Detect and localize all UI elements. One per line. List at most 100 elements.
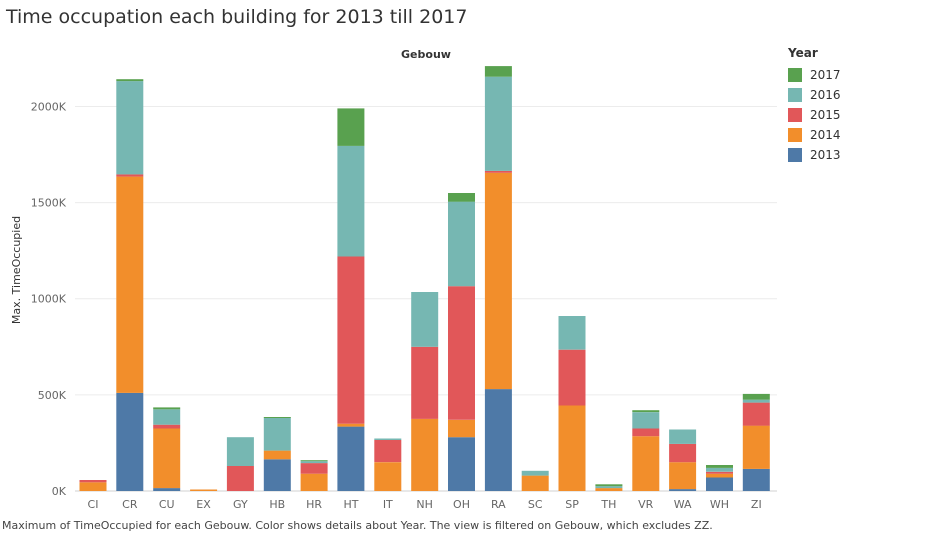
bar-ZI-2013[interactable]	[742, 468, 770, 491]
legend-item-2017[interactable]: 2017	[788, 65, 841, 85]
bar-HB-2013[interactable]	[263, 459, 291, 491]
bar-ZI-2016[interactable]	[742, 399, 770, 403]
bar-WA-2016[interactable]	[669, 429, 697, 444]
bar-HT-2017[interactable]	[337, 108, 365, 146]
x-axis-ticks: CI CR CU EX GY HB HR HT IT NH OH RA SC SP TH VR WA WH ZI	[88, 498, 762, 511]
bar-VR-2014[interactable]	[632, 436, 660, 491]
bar-RA-2016[interactable]	[484, 76, 512, 171]
bar-SC-2014[interactable]	[521, 475, 549, 491]
chart-caption: Maximum of TimeOccupied for each Gebouw.…	[2, 519, 713, 532]
bar-ZI-2014[interactable]	[742, 425, 770, 469]
legend-title: Year	[788, 46, 818, 60]
x-tick-label: IT	[383, 498, 393, 511]
legend-label: 2016	[810, 88, 841, 102]
bar-HT-2014[interactable]	[337, 423, 365, 427]
bar-VR-2016[interactable]	[632, 412, 660, 429]
x-tick-label: HR	[306, 498, 322, 511]
x-tick-label: CR	[122, 498, 138, 511]
bar-HB-2014[interactable]	[263, 450, 291, 460]
bar-HB-2017[interactable]	[263, 417, 291, 418]
x-tick-label: CU	[159, 498, 175, 511]
x-tick-label: ZI	[751, 498, 762, 511]
x-tick-label: VR	[638, 498, 654, 511]
bar-GY-2016[interactable]	[226, 437, 254, 466]
bar-IT-2015[interactable]	[374, 440, 402, 463]
bar-WH-2017[interactable]	[706, 465, 733, 468]
bar-CU-2016[interactable]	[153, 409, 181, 425]
bar-NH-2016[interactable]	[411, 292, 439, 347]
x-tick-label: WA	[674, 498, 692, 511]
bar-OH-2017[interactable]	[448, 193, 475, 202]
bar-OH-2014[interactable]	[448, 419, 475, 438]
bar-VR-2017[interactable]	[632, 410, 660, 413]
bar-HR-2014[interactable]	[300, 473, 328, 491]
bar-SP-2014[interactable]	[558, 405, 586, 491]
bar-VR-2015[interactable]	[632, 428, 660, 437]
bar-RA-2017[interactable]	[484, 66, 512, 77]
bar-HR-2016[interactable]	[300, 461, 328, 464]
x-tick-label: GY	[233, 498, 248, 511]
bar-HB-2016[interactable]	[263, 417, 291, 451]
bar-CR-2013[interactable]	[116, 392, 144, 491]
bar-EX-2014[interactable]	[190, 489, 218, 492]
bar-HT-2015[interactable]	[337, 256, 365, 424]
x-tick-label: NH	[416, 498, 433, 511]
y-axis-ticks: 0K 500K 1000K 1500K 2000K	[31, 100, 67, 498]
y-tick-label: 0K	[52, 485, 67, 498]
legend-swatch	[788, 148, 802, 162]
bar-ZI-2017[interactable]	[742, 393, 770, 400]
legend-item-2014[interactable]: 2014	[788, 125, 841, 145]
legend-swatch	[788, 88, 802, 102]
bar-ZI-2015[interactable]	[742, 402, 770, 426]
legend-item-2016[interactable]: 2016	[788, 85, 841, 105]
bar-WH-2014[interactable]	[706, 473, 733, 478]
bar-SP-2015[interactable]	[558, 349, 586, 406]
bar-IT-2016[interactable]	[374, 438, 402, 441]
bar-WA-2014[interactable]	[669, 462, 697, 490]
bar-CU-2013[interactable]	[153, 488, 181, 491]
x-tick-label: EX	[196, 498, 211, 511]
bar-CU-2015[interactable]	[153, 424, 181, 429]
bar-OH-2013[interactable]	[448, 437, 475, 491]
bar-SP-2016[interactable]	[558, 316, 586, 350]
bar-CR-2015[interactable]	[116, 174, 144, 177]
legend-label: 2015	[810, 108, 841, 122]
bar-TH-2017[interactable]	[595, 484, 623, 487]
bar-SC-2016[interactable]	[521, 470, 549, 476]
y-tick-label: 500K	[38, 389, 67, 402]
legend-item-2015[interactable]: 2015	[788, 105, 841, 125]
legend-swatch	[788, 68, 802, 82]
bar-NH-2014[interactable]	[411, 418, 439, 491]
bar-CU-2017[interactable]	[153, 407, 181, 410]
bar-HT-2013[interactable]	[337, 426, 365, 491]
bar-OH-2015[interactable]	[448, 286, 475, 420]
bar-CI-2015[interactable]	[79, 480, 107, 483]
legend-label: 2013	[810, 148, 841, 162]
bar-CU-2014[interactable]	[153, 428, 181, 489]
bar-WH-2013[interactable]	[706, 477, 733, 492]
bar-IT-2014[interactable]	[374, 462, 402, 491]
bar-RA-2015[interactable]	[484, 170, 512, 173]
bar-HT-2016[interactable]	[337, 145, 365, 257]
bar-CR-2017[interactable]	[116, 79, 144, 82]
bar-RA-2013[interactable]	[484, 389, 512, 491]
bar-NH-2015[interactable]	[411, 346, 439, 419]
legend-item-2013[interactable]: 2013	[788, 145, 841, 165]
bar-WA-2015[interactable]	[669, 443, 697, 463]
x-tick-label: HT	[343, 498, 358, 511]
bar-TH-2014[interactable]	[595, 488, 623, 491]
bars-layer	[79, 66, 770, 492]
y-tick-label: 2000K	[31, 100, 67, 113]
bar-CR-2014[interactable]	[116, 176, 144, 393]
bar-CR-2016[interactable]	[116, 81, 144, 175]
bar-WH-2015[interactable]	[706, 471, 733, 474]
bar-WH-2016[interactable]	[706, 467, 733, 472]
bar-RA-2014[interactable]	[484, 172, 512, 390]
bar-WA-2013[interactable]	[669, 489, 697, 491]
bar-GY-2015[interactable]	[226, 466, 254, 491]
bar-OH-2016[interactable]	[448, 201, 475, 287]
bar-TH-2016[interactable]	[595, 486, 623, 489]
bar-CI-2014[interactable]	[79, 482, 107, 491]
bar-HR-2017[interactable]	[300, 460, 328, 462]
bar-HR-2015[interactable]	[300, 463, 328, 474]
